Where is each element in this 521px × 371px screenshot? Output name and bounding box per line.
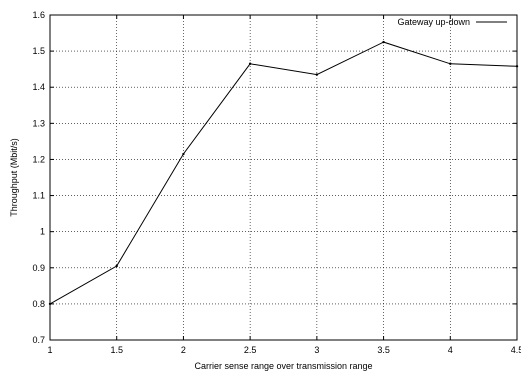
y-tick-label: 1.5 [32, 46, 45, 56]
data-point [315, 73, 319, 76]
y-tick-label: 1.1 [32, 191, 45, 201]
x-tick-label: 3.5 [377, 345, 390, 355]
legend: Gateway up-down [397, 17, 507, 27]
data-point [248, 62, 252, 65]
data-point [48, 302, 52, 306]
series-layer [48, 40, 519, 306]
x-tick-label: 3 [314, 345, 319, 355]
plot-frame [49, 14, 518, 341]
x-tick-label: 1.5 [110, 345, 123, 355]
x-axis-label: Carrier sense range over transmission ra… [194, 361, 372, 371]
y-tick-label: 1 [40, 227, 45, 237]
y-tick-label: 1.4 [32, 82, 45, 92]
y-tick-label: 0.7 [32, 335, 45, 345]
y-tick-label: 1.3 [32, 118, 45, 128]
y-axis-label: Throughput (Mbit/s) [9, 138, 19, 217]
grid [50, 15, 517, 340]
data-point [382, 40, 385, 44]
x-tick-label: 1 [47, 345, 52, 355]
data-point [449, 62, 452, 65]
series-line-gateway-up-down [49, 41, 518, 305]
y-tick-label: 0.9 [32, 263, 45, 273]
legend-label-gateway-up-down: Gateway up-down [397, 17, 470, 27]
x-tick-label: 2.5 [244, 345, 257, 355]
data-point [515, 65, 519, 68]
y-tick-label: 1.6 [32, 10, 45, 20]
y-tick-label: 1.2 [32, 154, 45, 164]
x-tick-label: 2 [181, 345, 186, 355]
data-point [115, 264, 118, 268]
y-tick-label: 0.8 [32, 299, 45, 309]
axis-ticks: 1 1.5 2 2.5 3 3.5 4 4.5 0.7 0.8 0.9 1 1.1 1.2 1.3 1.4 1.… [32, 10, 521, 355]
data-point [182, 152, 185, 156]
x-tick-label: 4 [448, 345, 453, 355]
x-tick-label: 4.5 [511, 345, 521, 355]
